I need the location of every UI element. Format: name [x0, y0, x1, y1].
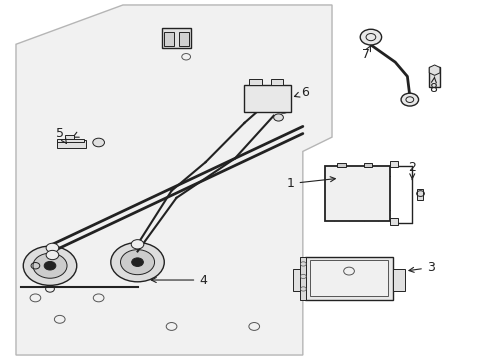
Text: 3: 3 [408, 261, 434, 274]
Bar [416, 189, 423, 200]
Bar [292, 269, 305, 291]
Bar [389, 161, 397, 167]
Bar [271, 79, 283, 85]
Circle shape [120, 249, 154, 275]
Circle shape [23, 246, 77, 285]
Text: 5: 5 [56, 127, 66, 143]
Bar [428, 67, 439, 87]
Text: 7: 7 [361, 46, 370, 62]
Circle shape [131, 240, 143, 249]
Bar [57, 139, 84, 143]
Bar [244, 85, 290, 112]
Circle shape [400, 93, 418, 106]
Bar [392, 269, 404, 291]
Bar [309, 260, 387, 296]
Text: 6: 6 [294, 86, 308, 99]
Bar [164, 32, 174, 46]
Circle shape [273, 114, 283, 121]
Text: 8: 8 [428, 77, 436, 95]
Bar [249, 79, 261, 85]
Circle shape [111, 243, 164, 282]
Text: 2: 2 [407, 161, 415, 180]
Bar [162, 28, 191, 48]
Bar [64, 135, 74, 141]
Bar [300, 257, 305, 300]
Polygon shape [428, 65, 439, 75]
Circle shape [131, 258, 143, 266]
Bar [363, 163, 372, 167]
Bar [389, 218, 397, 225]
Circle shape [277, 104, 289, 113]
Bar [57, 140, 86, 148]
Circle shape [33, 253, 67, 278]
Circle shape [360, 29, 381, 45]
Bar [336, 163, 345, 167]
Bar [305, 257, 392, 300]
Polygon shape [16, 5, 331, 355]
Circle shape [46, 243, 59, 252]
Text: 4: 4 [151, 274, 207, 287]
Circle shape [44, 261, 56, 270]
Text: 1: 1 [286, 177, 335, 190]
Bar [179, 32, 188, 46]
Bar [324, 166, 389, 221]
Circle shape [46, 250, 59, 260]
Circle shape [93, 138, 104, 147]
